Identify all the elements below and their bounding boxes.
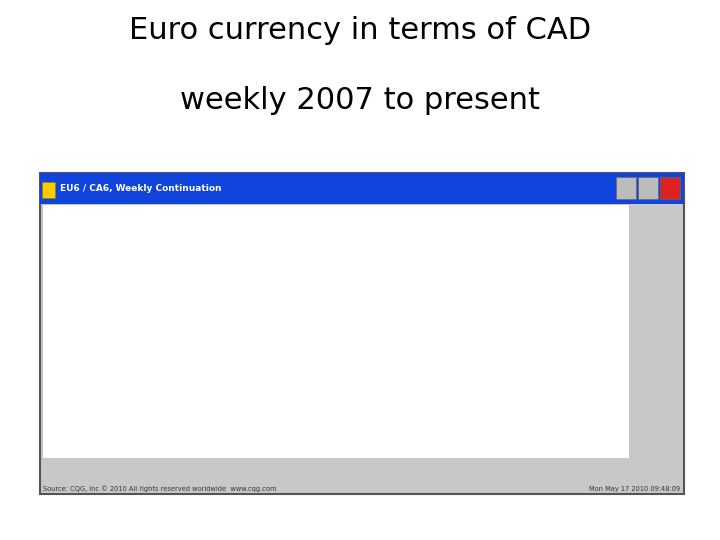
- Text: Jan: Jan: [222, 472, 234, 482]
- Text: 15000: 15000: [634, 326, 662, 335]
- Text: 17 May 10: 17 May 10: [49, 441, 86, 447]
- Bar: [358, 462, 402, 471]
- Text: Apr: Apr: [86, 472, 100, 482]
- Text: Oc:: Oc:: [175, 472, 187, 482]
- Text: 2009: 2009: [297, 460, 317, 469]
- Text: L=1383/.98: L=1383/.98: [49, 206, 94, 215]
- Bar: [42, 462, 86, 471]
- Text: Jan: Jan: [42, 472, 54, 482]
- Text: Δ= +8 .359: Δ= +8 .359: [49, 214, 94, 223]
- Bar: [538, 462, 582, 471]
- Bar: [86, 462, 130, 471]
- Text: Oc:: Oc:: [538, 472, 550, 482]
- Bar: [310, 462, 358, 471]
- Bar: [266, 462, 310, 471]
- Text: weekly 2007 to present: weekly 2007 to present: [180, 86, 540, 116]
- Text: Mon May 17 2010 09:48:09: Mon May 17 2010 09:48:09: [589, 486, 680, 492]
- Bar: [402, 462, 446, 471]
- Text: Euro currency in terms of CAD: Euro currency in terms of CAD: [129, 16, 591, 45]
- Text: Apr: Apr: [446, 472, 459, 482]
- Bar: [582, 462, 629, 471]
- Bar: [175, 462, 222, 471]
- Bar: [130, 462, 175, 471]
- Bar: [222, 462, 266, 471]
- Text: Jul: Jul: [130, 472, 140, 482]
- Text: EU6 / CA6, Weekly Continuation: EU6 / CA6, Weekly Continuation: [60, 184, 221, 193]
- FancyBboxPatch shape: [630, 431, 673, 447]
- Bar: [494, 462, 538, 471]
- Text: Apr: Apr: [266, 472, 280, 482]
- Text: 17000: 17000: [634, 225, 662, 233]
- Text: Source: CQG, Inc © 2010 All rights reserved worldwide  www.cqg.com: Source: CQG, Inc © 2010 All rights reser…: [43, 485, 276, 492]
- Text: Jan: Jan: [402, 472, 414, 482]
- Text: Oc:: Oc:: [358, 472, 370, 482]
- Text: Jul: Jul: [494, 472, 503, 482]
- Text: 13015: 13015: [639, 435, 665, 443]
- Text: Jul: Jul: [310, 472, 320, 482]
- Text: 13000: 13000: [634, 428, 662, 437]
- Text: Jan: Jan: [582, 472, 594, 482]
- FancyBboxPatch shape: [42, 440, 192, 457]
- Text: 16000: 16000: [634, 275, 662, 285]
- Text: 14000: 14000: [634, 377, 662, 386]
- Bar: [446, 462, 494, 471]
- Text: 2010: 2010: [474, 460, 493, 469]
- Text: 2008: 2008: [121, 460, 140, 469]
- Text: Apr: Apr: [629, 472, 643, 482]
- Text: C=   12534.282: C= 12534.282: [49, 446, 104, 452]
